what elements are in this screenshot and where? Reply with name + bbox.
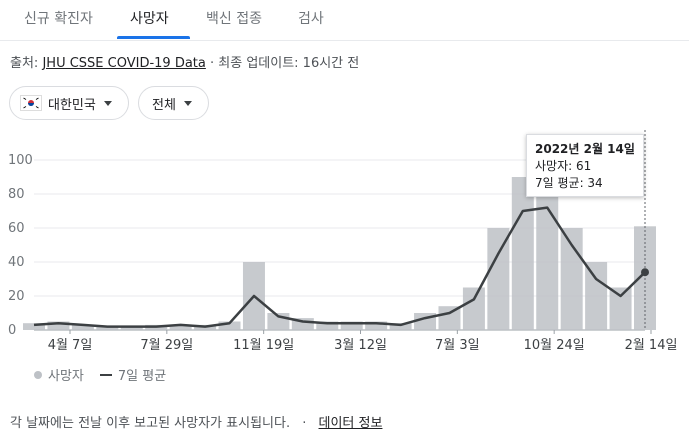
- x-tick-label: 4월 7일: [48, 338, 93, 353]
- chart-tooltip: 2022년 2월 14일 사망자: 61 7일 평균: 34: [526, 134, 644, 197]
- footer-separator: ·: [302, 416, 307, 431]
- deaths-bar: [316, 321, 339, 330]
- update-status: · 최종 업데이트: 16시간 전: [210, 56, 360, 71]
- scope-label: 전체: [152, 97, 176, 113]
- deaths-bar: [120, 326, 143, 330]
- deaths-bar: [609, 287, 632, 330]
- x-tick-label: 7월 3일: [435, 338, 480, 353]
- active-tab-indicator: [117, 36, 190, 39]
- tab-new-cases[interactable]: 신규 확진자: [24, 11, 93, 27]
- x-tick-label: 2월 14일: [625, 338, 678, 353]
- x-tick-label: 11월 19일: [233, 338, 294, 353]
- deaths-bar: [169, 324, 192, 330]
- deaths-bar: [536, 185, 559, 330]
- selected-point: [641, 268, 649, 277]
- tooltip-deaths: 사망자: 61: [535, 159, 592, 173]
- deaths-bar: [462, 287, 485, 330]
- source-link[interactable]: JHU CSSE COVID-19 Data: [42, 56, 206, 71]
- south-korea-flag-icon: [20, 95, 42, 111]
- tooltip-date: 2022년 2월 14일: [535, 142, 635, 156]
- deaths-bar: [47, 321, 70, 330]
- tooltip-average: 7일 평균: 34: [535, 176, 603, 190]
- y-tick-label: 20: [8, 289, 25, 304]
- deaths-bar: [340, 321, 363, 330]
- deaths-bar: [291, 318, 314, 330]
- deaths-bar: [23, 323, 45, 330]
- y-tick-label: 60: [8, 221, 25, 236]
- deaths-bar: [487, 228, 510, 330]
- source-prefix: 출처:: [10, 56, 39, 71]
- data-info-link[interactable]: 데이터 정보: [318, 416, 383, 431]
- deaths-bar: [438, 306, 461, 330]
- tab-deaths[interactable]: 사망자: [130, 11, 169, 27]
- x-tick-label: 7월 29일: [140, 338, 193, 353]
- chevron-down-icon: [183, 100, 192, 106]
- footer-note: 각 날짜에는 전날 이후 보고된 사망자가 표시됩니다. · 데이터 정보: [10, 412, 382, 431]
- chart-legend: 사망자 7일 평균: [34, 365, 166, 384]
- x-tick-label: 3월 12일: [334, 338, 387, 353]
- country-selector[interactable]: 대한민국: [9, 86, 129, 120]
- deaths-bar: [389, 323, 412, 330]
- legend-deaths: 사망자: [48, 369, 84, 384]
- deaths-bar: [71, 324, 94, 330]
- y-tick-label: 100: [8, 153, 33, 168]
- source-line: 출처: JHU CSSE COVID-19 Data · 최종 업데이트: 16…: [10, 52, 359, 71]
- y-tick-label: 0: [8, 323, 16, 338]
- legend-line-icon: [99, 373, 112, 376]
- deaths-bar: [585, 262, 608, 330]
- tab-vaccinations[interactable]: 백신 접종: [206, 11, 262, 27]
- metric-tabs: 신규 확진자 사망자 백신 접종 검사: [0, 0, 689, 41]
- chevron-down-icon: [103, 100, 112, 106]
- deaths-bar: [218, 321, 241, 330]
- y-tick-label: 40: [8, 255, 25, 270]
- country-label: 대한민국: [48, 97, 96, 113]
- avg-line: [33, 206, 646, 328]
- deaths-bar: [96, 326, 119, 330]
- deaths-bar: [365, 321, 388, 330]
- deaths-bar: [511, 177, 534, 330]
- legend-dot-icon: [34, 370, 42, 379]
- tab-tests[interactable]: 검사: [298, 11, 324, 27]
- scope-selector[interactable]: 전체: [138, 86, 209, 120]
- footer-text: 각 날짜에는 전날 이후 보고된 사망자가 표시됩니다.: [10, 416, 291, 431]
- y-tick-label: 80: [8, 187, 25, 202]
- legend-average: 7일 평균: [117, 369, 167, 384]
- x-tick-label: 10월 24일: [524, 338, 585, 353]
